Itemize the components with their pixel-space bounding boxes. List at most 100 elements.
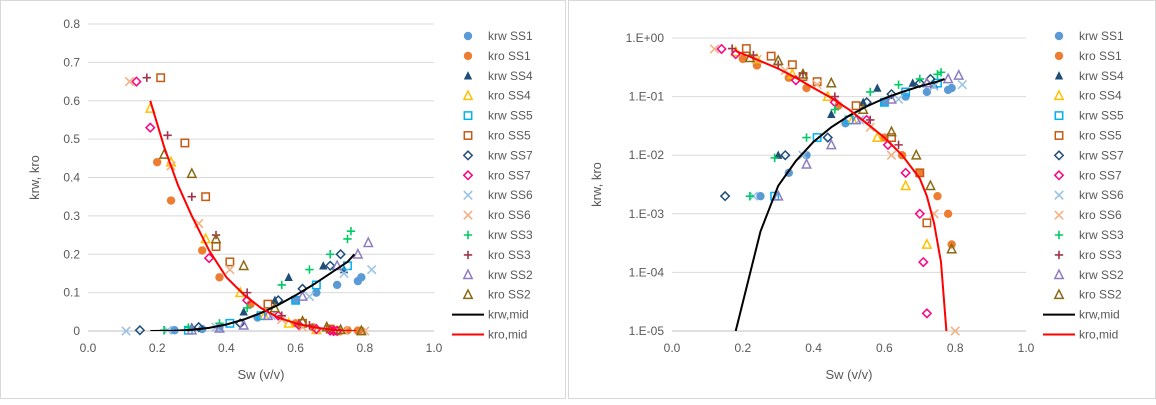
legend-label: krw SS4 [488, 69, 533, 83]
data-point-krw-ss7 [886, 88, 897, 100]
data-point-krw-ss2 [238, 318, 250, 330]
data-point-krw-ss3 [305, 265, 314, 274]
y-tick-label: 1.E-04 [629, 265, 665, 279]
legend-marker [1054, 230, 1064, 240]
data-point-krw-ss7 [719, 190, 731, 202]
legend-label: kro SS7 [1079, 168, 1122, 182]
legend-label: kro SS6 [1079, 208, 1122, 222]
data-point-kro-ss4 [900, 179, 912, 191]
data-point-kro-ss1 [166, 196, 176, 205]
data-point-kro-ss1 [215, 273, 224, 282]
data-point-krw-ss1 [332, 280, 342, 290]
data-point-kro-ss5 [787, 60, 797, 70]
series-line-krw-mid [734, 78, 945, 331]
legend-marker [1054, 51, 1064, 61]
legend-label: kro,mid [488, 328, 527, 342]
data-point-krw-ss3 [242, 303, 252, 313]
y-tick-label: 0.4 [63, 171, 80, 185]
y-tick-label: 1.E-03 [629, 207, 665, 221]
y-axis-title: krw, kro [589, 162, 604, 207]
x-axis-title: Sw (v/v) [238, 367, 285, 382]
legend-label: krw SS4 [1079, 69, 1124, 83]
legend-label: kro SS1 [488, 49, 531, 63]
chart-linear: 0 0.1 0.2 0.3 0.4 0.5 0.6 0.7 0.8 0.0 0.2 0.4 0.6 0.8… [27, 17, 533, 382]
chart-linear-panel: 0 0.1 0.2 0.3 0.4 0.5 0.6 0.7 0.8 0.0 0.2 0.4 0.6 0.8… [0, 0, 566, 399]
x-tick-label: 1.0 [1018, 341, 1035, 355]
data-point-krw-ss2 [297, 290, 308, 301]
y-tick-label: 0.1 [63, 286, 80, 300]
data-point-kro-ss1 [943, 209, 953, 218]
legend-label: krw,mid [1079, 308, 1120, 322]
legend-marker [1053, 150, 1065, 161]
plot-area [709, 43, 968, 336]
legend-marker [1054, 210, 1064, 220]
data-point-krw-ss7 [822, 132, 834, 143]
plot-area [121, 73, 377, 337]
legend-marker [463, 71, 473, 80]
data-point-kro-ss7 [900, 167, 911, 179]
data-point-kro-ss7 [131, 76, 142, 87]
data-point-krw-ss7 [193, 321, 204, 333]
data-point-kro-ss7 [716, 43, 727, 55]
data-point-kro-ss4 [921, 238, 933, 249]
data-point-krw-ss7 [134, 324, 146, 336]
data-point-kro-ss7 [918, 256, 929, 268]
data-point-kro-ss2 [886, 125, 897, 137]
legend-label: krw SS2 [488, 268, 533, 282]
legend-label: krw,mid [488, 308, 529, 322]
y-tick-label: 0.7 [63, 55, 80, 69]
data-point-kro-ss1 [197, 246, 207, 255]
data-point-krw-ss4 [239, 307, 248, 316]
legend-marker [463, 51, 473, 61]
legend-marker [462, 268, 474, 280]
data-point-kro-ss2 [355, 324, 367, 336]
data-point-krw-ss6 [339, 268, 349, 279]
data-point-kro-ss7 [145, 122, 156, 133]
data-point-krw-ss3 [830, 105, 840, 114]
legend-label: kro SS5 [488, 129, 531, 143]
y-tick-label: 0.3 [63, 209, 80, 223]
legend-marker [1054, 190, 1064, 200]
y-tick-label: 1.E-01 [629, 90, 665, 104]
data-point-kro-ss5 [201, 192, 211, 202]
data-point-krw-ss4 [873, 83, 882, 92]
legend-marker [462, 89, 474, 101]
data-point-krw-ss6 [798, 150, 808, 160]
data-point-krw-ss4 [908, 78, 917, 87]
legend-marker [1053, 288, 1065, 300]
legend-marker [1053, 268, 1065, 280]
data-point-kro-ss5 [887, 133, 896, 143]
legend-marker [1053, 170, 1065, 181]
data-point-kro-ss2 [186, 167, 198, 179]
data-point-krw-ss4 [319, 261, 328, 270]
x-tick-label: 0.8 [947, 341, 964, 355]
data-point-kro-ss6 [124, 76, 135, 87]
legend-marker [463, 131, 473, 140]
data-point-krw-ss4 [774, 150, 783, 159]
data-point-krw-ss1 [922, 87, 932, 97]
data-point-krw-ss1 [947, 83, 956, 93]
data-point-krw-ss6 [121, 326, 131, 336]
data-point-krw-ss7 [324, 260, 336, 272]
legend-marker [463, 190, 473, 200]
data-point-kro-ss6 [709, 44, 720, 54]
legend-marker [1054, 131, 1064, 140]
legend-label: krw SS3 [488, 228, 533, 242]
legend-label: krw SS7 [1079, 148, 1124, 162]
data-point-krw-ss6 [366, 264, 377, 275]
legend-label: kro SS5 [1079, 129, 1122, 143]
x-tick-label: 0.4 [218, 341, 235, 355]
series-line-krw-mid [150, 253, 356, 331]
data-point-krw-ss1 [901, 92, 910, 101]
data-point-kro-ss2 [946, 242, 958, 254]
data-point-krw-ss3 [277, 280, 286, 290]
legend-label: kro SS2 [1079, 288, 1122, 302]
data-point-krw-ss3 [915, 74, 924, 84]
legend-label: kro SS3 [488, 248, 531, 262]
data-point-krw-ss2 [214, 321, 225, 333]
data-point-kro-ss5 [180, 138, 190, 148]
legend-marker [1054, 111, 1064, 121]
data-point-krw-ss2 [362, 236, 374, 248]
data-point-krw-ss2 [953, 69, 965, 80]
data-point-kro-ss2 [910, 148, 922, 160]
